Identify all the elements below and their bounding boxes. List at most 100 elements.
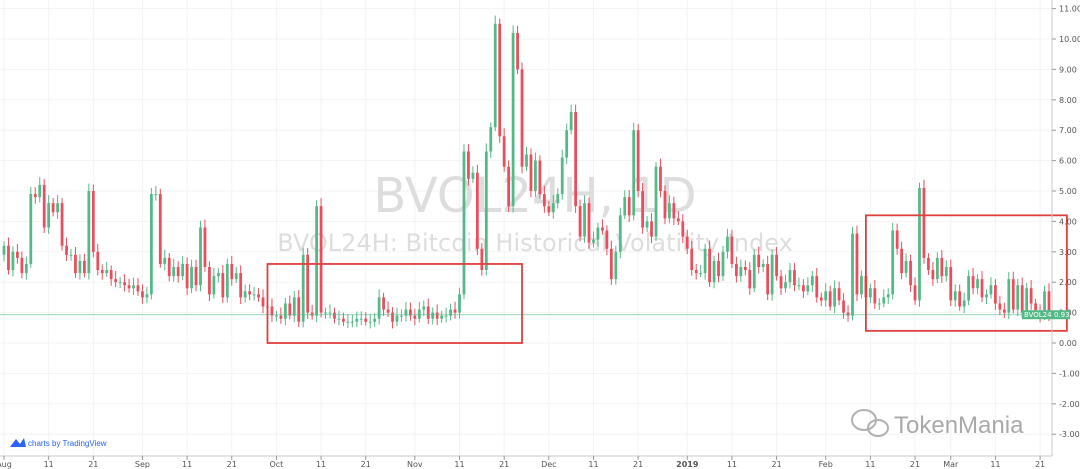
price-tick-label: -3.00 (1059, 430, 1080, 439)
candle (409, 302, 412, 321)
candle (96, 243, 100, 276)
candle (614, 245, 618, 285)
tradingview-label[interactable]: charts by TradingView (28, 439, 107, 448)
candle (458, 287, 461, 319)
time-tick-label: 21 (910, 460, 920, 469)
candle (328, 304, 332, 319)
candle (373, 313, 377, 327)
candle (252, 286, 256, 301)
candle (837, 281, 841, 306)
candle (690, 241, 694, 276)
candle (766, 255, 770, 301)
candle (757, 246, 761, 274)
candle (703, 243, 707, 280)
candle (650, 213, 653, 244)
candle (775, 246, 778, 281)
candle (185, 257, 189, 295)
candle (489, 122, 493, 159)
candle (431, 307, 435, 325)
candle (257, 288, 260, 302)
time-tick-label: Feb (819, 460, 833, 469)
candle (645, 215, 649, 232)
candle (324, 307, 327, 319)
candle (38, 177, 42, 203)
candle (333, 307, 336, 324)
candle (51, 198, 55, 217)
price-tick-label: -1.00 (1059, 369, 1080, 378)
candle (726, 228, 729, 259)
candle (208, 261, 211, 302)
candle (953, 284, 957, 307)
candle (779, 269, 783, 295)
time-tick-label: 11 (727, 460, 737, 469)
candle (659, 158, 662, 198)
candle (748, 262, 752, 295)
candle (895, 223, 899, 255)
candle (641, 183, 644, 234)
candle (547, 201, 551, 217)
candle (654, 162, 658, 242)
candle (199, 220, 202, 292)
candle (440, 310, 444, 323)
candle (154, 186, 158, 201)
candle (404, 302, 408, 322)
candle (449, 303, 452, 321)
candle (100, 264, 104, 280)
time-tick-label: 11 (588, 460, 598, 469)
candle (623, 190, 627, 220)
time-tick-label: 21 (633, 460, 643, 469)
tradingview-logo[interactable]: charts by TradingView (10, 438, 107, 448)
candle (261, 289, 265, 314)
candle (739, 259, 743, 282)
candle (301, 247, 305, 328)
candle (806, 277, 810, 296)
candle (944, 260, 948, 282)
candle (525, 146, 528, 172)
candle (846, 305, 850, 322)
last-value: 0.93 (1054, 311, 1070, 319)
candle (127, 279, 131, 293)
candle (141, 284, 144, 304)
candle (855, 225, 859, 302)
candle (904, 253, 908, 278)
candle (534, 152, 537, 197)
price-tick-label: 9.00 (1059, 65, 1077, 74)
candle (721, 245, 725, 281)
candle (471, 166, 475, 183)
candle (24, 256, 28, 280)
candle (105, 261, 109, 277)
time-tick-label: Sep (135, 460, 150, 469)
time-tick-label: 11 (865, 460, 875, 469)
candle (511, 25, 515, 213)
candle (248, 284, 252, 301)
candle (860, 270, 863, 299)
candle (118, 276, 122, 289)
time-tick-label: 21 (1035, 460, 1045, 469)
price-tick-label: 10.00 (1059, 35, 1080, 44)
candle (132, 277, 135, 295)
wechat-icon (851, 409, 889, 437)
candle (310, 304, 314, 320)
candle (587, 197, 591, 249)
price-tick-label: 0.00 (1059, 339, 1077, 348)
candle (877, 298, 881, 311)
candle (297, 289, 301, 328)
candle (752, 249, 756, 293)
candle (636, 123, 640, 197)
price-tick-label: 2.00 (1059, 278, 1077, 287)
candle (234, 266, 238, 283)
candle (931, 261, 935, 286)
candle (516, 25, 519, 74)
candle (60, 198, 64, 251)
candle (868, 283, 872, 304)
candle (891, 222, 895, 300)
candle (672, 196, 676, 225)
candle (467, 144, 470, 186)
candle (681, 214, 685, 244)
chart-subtitle-watermark: BVOL24H: Bitcoin Historical Volatility I… (277, 229, 793, 257)
candle (493, 15, 497, 131)
time-tick-label: Oct (269, 460, 283, 469)
candle (918, 182, 921, 307)
candle (315, 200, 318, 323)
